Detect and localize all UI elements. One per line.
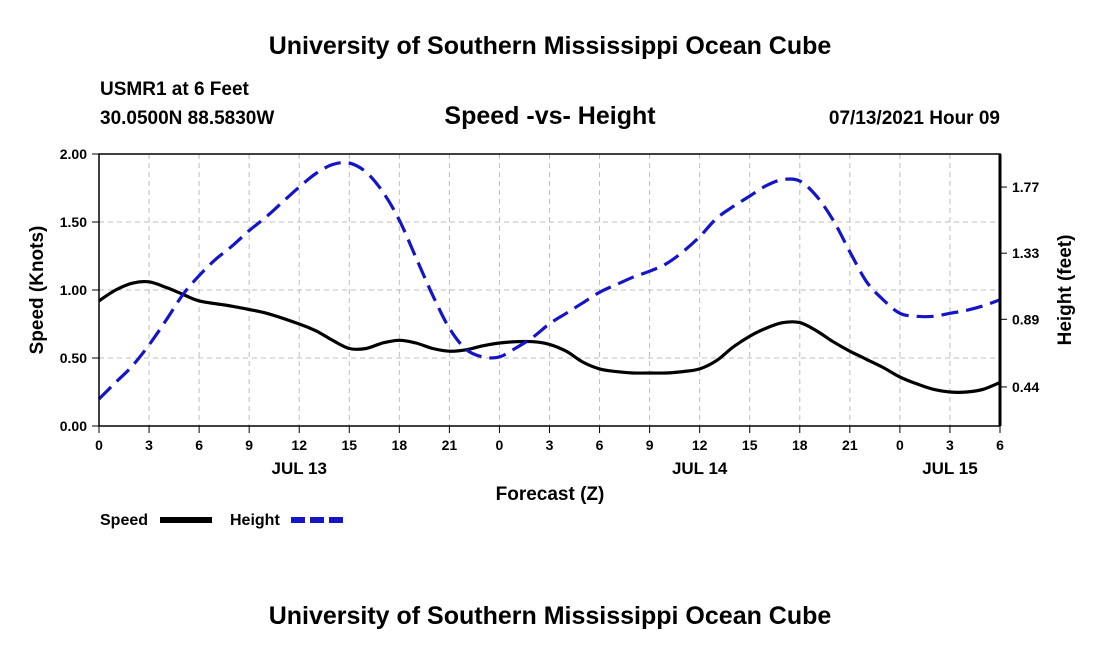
y-tick-label: 1.50 <box>60 214 87 230</box>
x-tick-label: 6 <box>195 437 203 453</box>
x-tick-label: 0 <box>95 437 103 453</box>
x-tick-label: 0 <box>496 437 504 453</box>
coordinates-label: 30.0500N 88.5830W <box>100 108 274 129</box>
legend-height-label: Height <box>230 512 280 529</box>
grid <box>99 154 1000 426</box>
x-tick-label: 15 <box>742 437 758 453</box>
forecast-datetime: 07/13/2021 Hour 09 <box>829 108 1000 129</box>
x-date-label: JUL 13 <box>271 459 326 478</box>
x-tick-label: 9 <box>245 437 253 453</box>
y2-tick-label: 1.33 <box>1012 245 1039 261</box>
chart-subtitle: Speed -vs- Height <box>444 102 656 130</box>
x-tick-label: 18 <box>392 437 408 453</box>
legend-speed-label: Speed <box>100 512 148 529</box>
x-tick-label: 6 <box>996 437 1004 453</box>
y-tick-label: 0.50 <box>60 350 87 366</box>
y2-axis-label: Height (feet) <box>1055 235 1076 346</box>
y-tick-label: 2.00 <box>60 146 87 162</box>
x-tick-label: 3 <box>546 437 554 453</box>
series-line-speed <box>98 279 1001 394</box>
series-layer <box>97 160 1001 401</box>
x-tick-label: 3 <box>946 437 954 453</box>
axis-ticks: 0 3 6 9 12 15 18 21 0 3 6 9 12 15 18 21 0 3 6 JUL 13 JUL 14 J… <box>60 146 1040 478</box>
x-date-label: JUL 15 <box>922 459 977 478</box>
y2-tick-label: 1.77 <box>1012 179 1039 195</box>
x-tick-label: 21 <box>442 437 458 453</box>
x-tick-label: 9 <box>646 437 654 453</box>
y2-tick-label: 0.44 <box>1012 379 1039 395</box>
y-axis-label: Speed (Knots) <box>27 226 48 355</box>
x-tick-label: 12 <box>291 437 307 453</box>
chart-title-bottom: University of Southern Mississippi Ocean… <box>269 602 832 630</box>
x-date-label: JUL 14 <box>672 459 728 478</box>
x-tick-label: 12 <box>692 437 708 453</box>
series-line-height <box>97 160 1001 401</box>
chart-title-top: University of Southern Mississippi Ocean… <box>269 32 832 60</box>
x-axis-label: Forecast (Z) <box>496 484 605 505</box>
x-tick-label: 18 <box>792 437 808 453</box>
y2-tick-label: 0.89 <box>1012 311 1039 327</box>
y-tick-label: 0.00 <box>60 418 87 434</box>
x-tick-label: 0 <box>896 437 904 453</box>
x-tick-label: 15 <box>341 437 357 453</box>
station-label: USMR1 at 6 Feet <box>100 79 250 100</box>
x-tick-label: 21 <box>842 437 858 453</box>
x-tick-label: 6 <box>596 437 604 453</box>
legend: Speed Height <box>100 512 343 529</box>
x-tick-label: 3 <box>145 437 153 453</box>
y-tick-label: 1.00 <box>60 282 87 298</box>
